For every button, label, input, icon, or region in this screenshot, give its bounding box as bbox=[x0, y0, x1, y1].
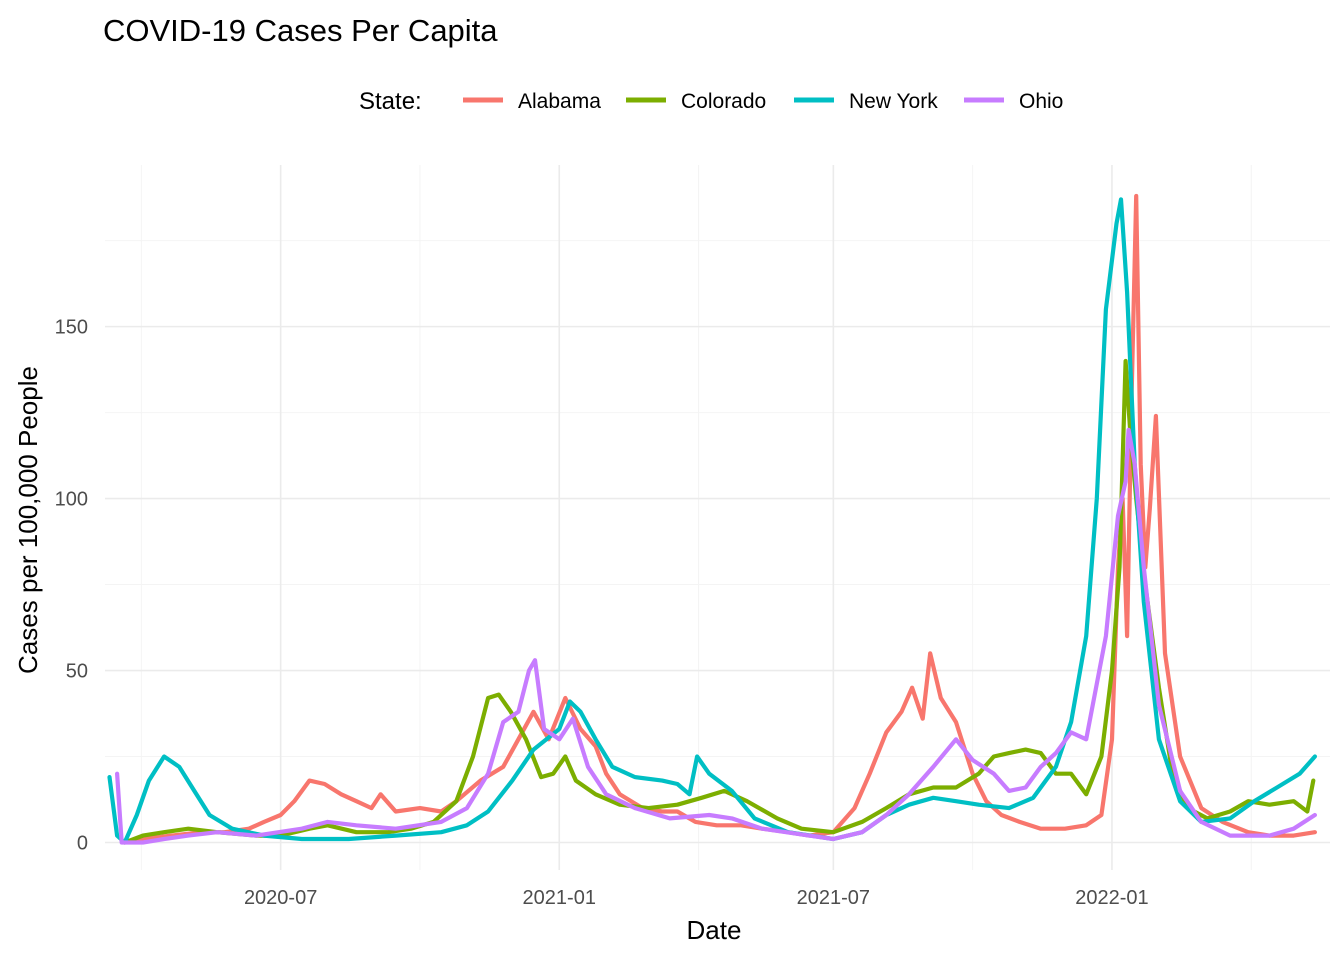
legend-label: Ohio bbox=[1019, 90, 1063, 113]
legend: State: Alabama Colorado New York Ohio bbox=[359, 88, 1063, 115]
y-axis-ticks: 0 50 100 150 bbox=[55, 317, 88, 855]
grid bbox=[105, 165, 1330, 870]
legend-label: Alabama bbox=[518, 90, 601, 113]
legend-label: New York bbox=[849, 90, 938, 113]
x-tick-label: 2020-07 bbox=[244, 887, 317, 909]
x-tick-label: 2022-01 bbox=[1075, 887, 1148, 909]
legend-label: Colorado bbox=[681, 90, 766, 113]
chart-title: COVID-19 Cases Per Capita bbox=[103, 13, 498, 48]
y-tick-label: 100 bbox=[55, 489, 88, 511]
x-tick-label: 2021-01 bbox=[523, 887, 596, 909]
x-axis-title: Date bbox=[687, 915, 742, 945]
x-axis-ticks: 2020-07 2021-01 2021-07 2022-01 bbox=[244, 887, 1149, 909]
y-axis-title: Cases per 100,000 People bbox=[13, 366, 43, 674]
series-lines bbox=[107, 193, 1317, 845]
y-tick-label: 150 bbox=[55, 317, 88, 339]
legend-title: State: bbox=[359, 88, 422, 115]
series-line-ohio bbox=[115, 427, 1317, 845]
y-tick-label: 0 bbox=[77, 832, 88, 854]
y-tick-label: 50 bbox=[66, 661, 88, 683]
x-tick-label: 2021-07 bbox=[797, 887, 870, 909]
